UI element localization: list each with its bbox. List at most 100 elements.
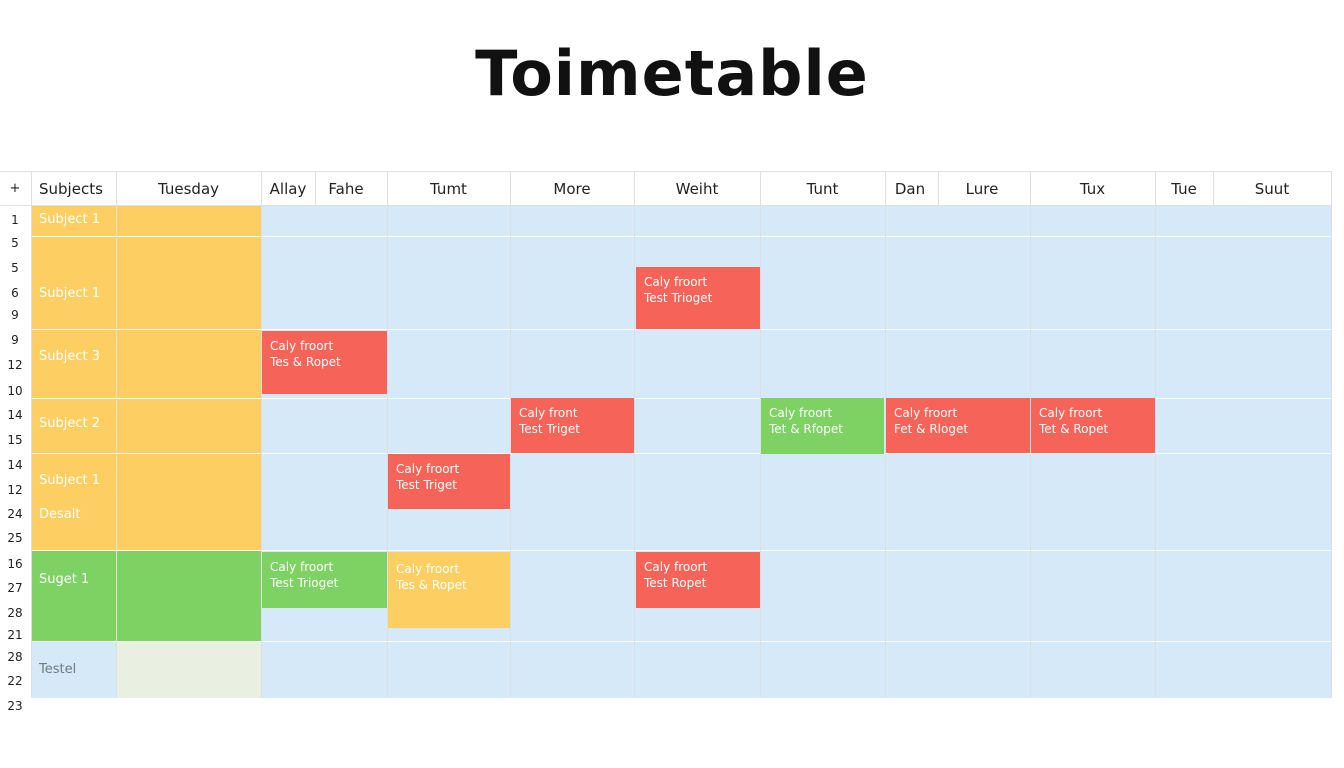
tuesday-block-1 — [116, 206, 261, 236]
row-separator — [31, 550, 1331, 551]
corner-label[interactable]: + — [9, 181, 21, 196]
row-number: 15 — [7, 433, 23, 447]
event-line-1: Caly froort — [769, 406, 833, 420]
tuesday-block-3 — [116, 330, 261, 398]
row-number: 27 — [7, 581, 23, 595]
row-number: 24 — [7, 507, 23, 521]
row-number: 25 — [7, 531, 23, 545]
event-line-1: Caly froort — [270, 560, 334, 574]
column-separator — [1213, 171, 1214, 206]
column-separator — [387, 171, 388, 698]
tuesday-block-2 — [116, 237, 261, 329]
subject-block-1 — [31, 206, 116, 236]
subject-label: Suget 1 — [39, 572, 90, 587]
subject-label: Subject 3 — [39, 349, 101, 364]
subject-label: Subject 1 — [39, 286, 101, 301]
subject-label: Subject 1 — [39, 473, 101, 488]
event-block[interactable]: Caly froort Tes & Ropet — [262, 331, 387, 394]
tuesday-block-5 — [116, 454, 261, 550]
column-separator — [1155, 171, 1156, 698]
row-number: 28 — [7, 650, 23, 664]
event-block[interactable]: Caly froort Tet & Ropet — [1031, 398, 1155, 453]
column-separator — [31, 171, 32, 698]
event-line-1: Caly froort — [396, 562, 460, 576]
header-day-allay[interactable]: Allay — [269, 180, 307, 198]
row-number: 9 — [11, 333, 19, 347]
row-separator — [31, 236, 1331, 237]
column-separator — [885, 171, 886, 698]
tuesday-block-7 — [116, 642, 261, 698]
row-number: 23 — [7, 699, 23, 713]
header-day-tux[interactable]: Tux — [1079, 180, 1106, 198]
subject-label: Subject 1 — [39, 212, 101, 227]
event-line-2: Tes & Ropet — [270, 355, 341, 369]
event-line-2: Test Ropet — [644, 576, 707, 590]
row-number: 14 — [7, 458, 23, 472]
event-line-2: Tet & Ropet — [1039, 422, 1109, 436]
subject-block-6 — [31, 551, 116, 641]
column-separator — [261, 171, 262, 698]
subject-label: Subject 2 — [39, 416, 101, 431]
event-block[interactable]: Caly froort Test Trioget — [636, 267, 760, 329]
row-number: 21 — [7, 628, 23, 642]
event-block[interactable]: Caly froort Fet & Rloget — [886, 398, 1030, 453]
row-number: 28 — [7, 606, 23, 620]
column-separator — [938, 171, 939, 206]
event-line-2: Tes & Ropet — [396, 578, 467, 592]
subject-block-5 — [31, 454, 116, 550]
event-line-1: Caly froort — [1039, 406, 1103, 420]
header-day-fahe[interactable]: Fahe — [328, 180, 364, 198]
column-separator — [1030, 171, 1031, 698]
event-block[interactable]: Caly froort Tes & Ropet — [388, 552, 510, 628]
column-separator — [510, 171, 511, 698]
event-block[interactable]: Caly froort Test Ropet — [636, 552, 760, 608]
header-subjects[interactable]: Subjects — [39, 180, 103, 198]
row-number: 5 — [11, 261, 19, 275]
subject-block-4 — [31, 399, 116, 453]
event-line-1: Caly front — [519, 406, 578, 420]
header-day-tumt[interactable]: Tumt — [430, 180, 467, 198]
header-row — [0, 171, 1331, 206]
event-block[interactable]: Caly froort Test Triget — [388, 454, 510, 509]
event-line-1: Caly froort — [396, 462, 460, 476]
row-number: 9 — [11, 308, 19, 322]
event-line-1: Caly froort — [894, 406, 958, 420]
header-day-tuesday[interactable]: Tuesday — [157, 180, 220, 198]
tuesday-block-6 — [116, 551, 261, 641]
subject-block-3 — [31, 330, 116, 398]
tuesday-block-4 — [116, 399, 261, 453]
row-number: 12 — [7, 483, 23, 497]
column-separator — [116, 171, 117, 698]
event-line-1: Caly froort — [270, 339, 334, 353]
header-day-lure[interactable]: Lure — [965, 180, 999, 198]
column-separator — [1331, 171, 1332, 698]
row-number: 10 — [7, 384, 23, 398]
row-number: 5 — [11, 236, 19, 250]
header-day-dan[interactable]: Dan — [894, 180, 926, 198]
header-day-weiht[interactable]: Weiht — [675, 180, 719, 198]
event-line-1: Caly froort — [644, 560, 708, 574]
header-day-more[interactable]: More — [553, 180, 591, 198]
row-separator — [31, 641, 1331, 642]
column-separator — [315, 171, 316, 206]
row-number: 6 — [11, 286, 19, 300]
column-separator — [760, 171, 761, 698]
event-block[interactable]: Caly front Test Triget — [511, 398, 634, 453]
event-line-2: Fet & Rloget — [894, 422, 969, 436]
row-separator — [31, 398, 1331, 399]
event-block[interactable]: Caly froort Tet & Rfopet — [761, 398, 884, 454]
page-title: Toimetable — [475, 37, 869, 110]
subject-block-2 — [31, 237, 116, 329]
header-day-tue[interactable]: Tue — [1171, 180, 1197, 198]
row-separator — [31, 453, 1331, 454]
row-number: 1 — [11, 213, 19, 227]
event-line-2: Test Triget — [396, 478, 457, 492]
header-day-tunt[interactable]: Tunt — [806, 180, 839, 198]
event-line-2: Test Trioget — [644, 291, 713, 305]
column-separator — [634, 171, 635, 698]
event-line-2: Test Triget — [519, 422, 580, 436]
event-block[interactable]: Caly froort Test Trioget — [262, 552, 387, 608]
row-number: 22 — [7, 674, 23, 688]
header-day-suut[interactable]: Suut — [1254, 180, 1290, 198]
